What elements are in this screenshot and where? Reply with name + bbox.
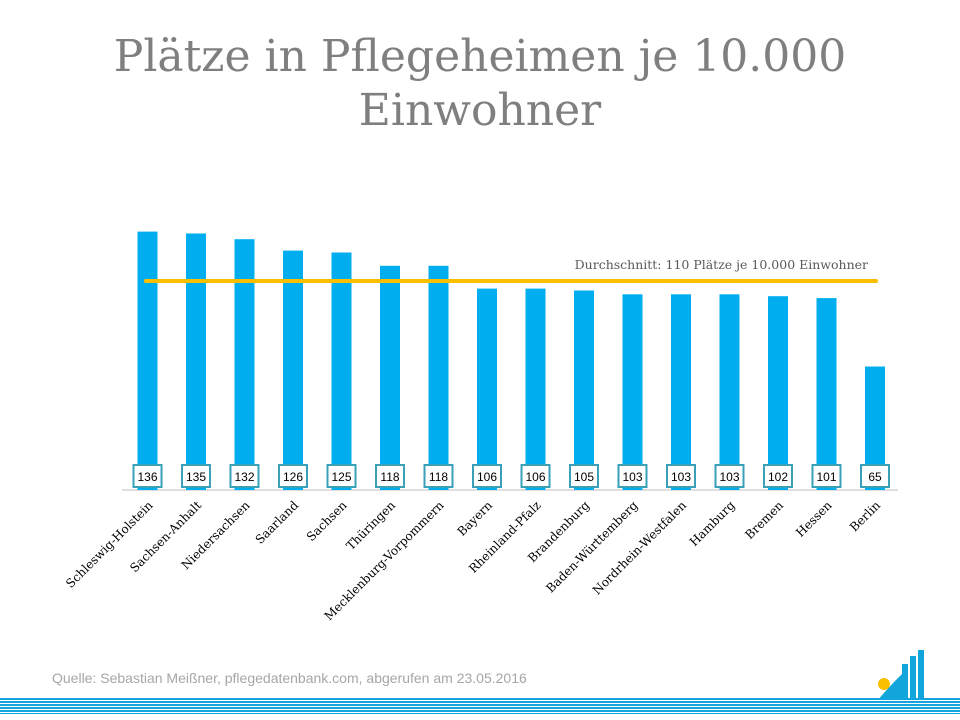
data-label: 125: [331, 470, 351, 484]
data-label: 118: [429, 470, 448, 484]
data-label-box: [278, 464, 308, 488]
brand-logo-icon: [878, 650, 924, 700]
category-label: Hessen: [793, 498, 835, 540]
data-label: 135: [186, 470, 206, 484]
data-label-box: [326, 464, 357, 488]
category-label: Nordrhein-Westfalen: [590, 498, 689, 597]
data-label-box: [860, 464, 890, 488]
data-label-box: [520, 464, 551, 488]
category-label: Sachsen: [304, 498, 350, 544]
data-label: 136: [137, 470, 157, 484]
data-label-box: [811, 464, 842, 488]
category-label: Bayern: [455, 498, 496, 539]
data-label: 101: [816, 470, 836, 484]
chart-title: Plätze in Pflegeheimen je 10.000 Einwohn…: [113, 31, 847, 136]
data-label: 103: [671, 470, 691, 484]
bar: [283, 250, 303, 490]
data-label-box: [763, 464, 793, 488]
data-label-box: [375, 464, 405, 488]
bar: [816, 298, 837, 490]
data-label: 105: [574, 470, 594, 484]
bar: [428, 265, 449, 490]
category-label: Schleswig-Holstein: [63, 498, 156, 591]
category-label: Saarland: [253, 498, 302, 547]
data-label-box: [569, 464, 599, 488]
bar: [622, 294, 643, 490]
category-label: Hamburg: [687, 498, 738, 549]
bar: [186, 233, 206, 490]
category-label: Bremen: [742, 498, 786, 542]
footer-band: [0, 698, 960, 714]
bar: [331, 252, 352, 490]
data-label-box: [132, 464, 163, 488]
bar: [477, 288, 497, 490]
data-label: 102: [768, 470, 788, 484]
category-label: Baden-Württemberg: [543, 498, 640, 595]
data-label: 103: [719, 470, 739, 484]
bar: [865, 366, 885, 490]
bar: [380, 265, 400, 490]
bar: [671, 294, 691, 490]
data-label-box: [714, 464, 745, 488]
bar: [768, 296, 788, 490]
data-label: 65: [868, 470, 882, 484]
data-label-box: [423, 464, 454, 488]
data-label: 103: [622, 470, 642, 484]
data-label-box: [229, 464, 260, 488]
data-label: 132: [234, 470, 254, 484]
bar: [137, 231, 158, 490]
data-label: 106: [525, 470, 545, 484]
bar-chart: Durchschnitt: 110 Plätze je 10.000 Einwo…: [63, 231, 898, 623]
average-line-label: Durchschnitt: 110 Plätze je 10.000 Einwo…: [575, 257, 868, 272]
data-label-box: [666, 464, 696, 488]
data-label: 126: [283, 470, 303, 484]
bar: [525, 288, 546, 490]
source-note: Quelle: Sebastian Meißner, pflegedatenba…: [52, 670, 527, 686]
data-label-box: [617, 464, 648, 488]
data-label: 118: [380, 470, 399, 484]
data-label-box: [472, 464, 502, 488]
bar: [234, 239, 255, 490]
data-label-box: [181, 464, 211, 488]
bar: [719, 294, 740, 490]
category-label: Berlin: [847, 498, 883, 534]
data-label: 106: [477, 470, 497, 484]
bar: [574, 290, 594, 490]
